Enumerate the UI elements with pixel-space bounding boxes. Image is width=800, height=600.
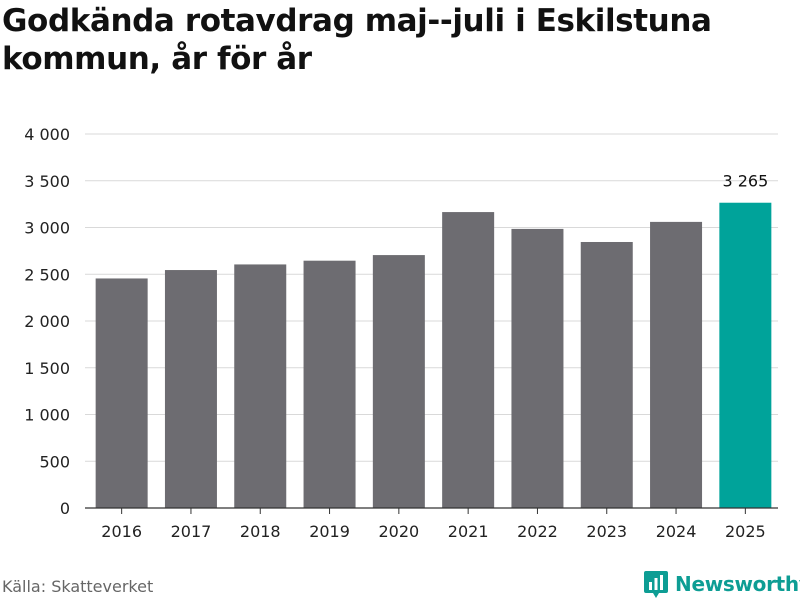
x-tick-label: 2016 <box>101 522 142 541</box>
x-tick-label: 2017 <box>171 522 212 541</box>
x-tick-label: 2020 <box>378 522 419 541</box>
y-axis-tick-labels: 0 500 1 000 1 500 2 000 2 500 3 000 3 500 4 000 <box>24 125 70 518</box>
x-axis-tick-labels: 2016 2017 2018 2019 2020 2021 2022 2023 2024 2025 <box>101 508 766 541</box>
y-tick-label: 3 000 <box>24 219 70 238</box>
bar-2023 <box>580 241 633 508</box>
bar-2019 <box>303 260 356 508</box>
bar-2024 <box>650 221 703 508</box>
bar-2020 <box>372 255 425 508</box>
bar-2022 <box>511 228 564 508</box>
y-tick-label: 2 000 <box>24 312 70 331</box>
chart-title: Godkända rotavdrag maj--juli i Eskilstun… <box>2 3 712 77</box>
bar-2017 <box>164 270 217 508</box>
y-tick-label: 500 <box>39 452 70 471</box>
brand-name: Newsworthy <box>675 572 800 596</box>
y-tick-label: 0 <box>60 499 70 518</box>
bar-2021 <box>442 212 495 508</box>
bar-2025 <box>719 202 772 508</box>
source-note: Källa: Skatteverket <box>2 577 154 596</box>
brand-logo: Newsworthy <box>643 568 800 600</box>
y-tick-label: 1 000 <box>24 406 70 425</box>
x-tick-label: 2021 <box>448 522 489 541</box>
x-tick-label: 2022 <box>517 522 558 541</box>
data-label: 3 265 <box>722 172 768 191</box>
bar-2018 <box>234 264 287 508</box>
y-tick-label: 2 500 <box>24 265 70 284</box>
data-labels: 3 265 <box>722 172 768 191</box>
newsworthy-logo-icon <box>644 571 668 598</box>
y-tick-label: 4 000 <box>24 125 70 144</box>
x-tick-label: 2018 <box>240 522 281 541</box>
bar-2016 <box>95 278 148 508</box>
bars <box>95 202 772 508</box>
y-tick-label: 3 500 <box>24 172 70 191</box>
x-tick-label: 2025 <box>725 522 766 541</box>
x-tick-label: 2019 <box>309 522 350 541</box>
y-tick-label: 1 500 <box>24 359 70 378</box>
x-tick-label: 2023 <box>586 522 627 541</box>
x-tick-label: 2024 <box>656 522 697 541</box>
